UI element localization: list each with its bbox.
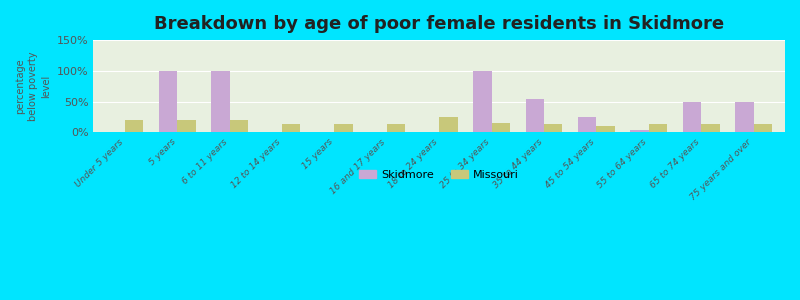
Bar — [230, 120, 248, 132]
Bar — [334, 124, 353, 132]
Bar — [526, 98, 544, 132]
Bar — [211, 71, 230, 132]
Bar — [578, 117, 596, 132]
Bar — [544, 124, 562, 132]
Bar — [649, 124, 667, 132]
Bar — [282, 124, 300, 132]
Bar — [754, 124, 772, 132]
Bar — [125, 120, 143, 132]
Legend: Skidmore, Missouri: Skidmore, Missouri — [355, 165, 523, 184]
Bar — [735, 102, 754, 132]
Bar — [387, 124, 405, 132]
Bar — [159, 71, 178, 132]
Bar — [701, 124, 719, 132]
Bar — [630, 130, 649, 132]
Bar — [596, 126, 614, 132]
Bar — [439, 117, 458, 132]
Title: Breakdown by age of poor female residents in Skidmore: Breakdown by age of poor female resident… — [154, 15, 724, 33]
Bar — [474, 71, 492, 132]
Bar — [683, 102, 701, 132]
Bar — [492, 123, 510, 132]
Y-axis label: percentage
below poverty
level: percentage below poverty level — [15, 52, 51, 121]
Bar — [178, 120, 196, 132]
